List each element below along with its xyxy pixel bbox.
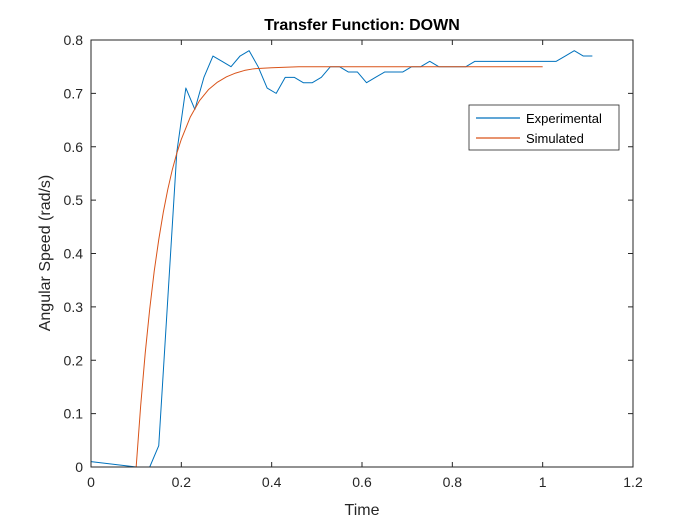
series-line-experimental: [90, 50, 593, 468]
x-tick-label: 0: [87, 474, 95, 490]
y-tick-label: 0.3: [64, 299, 84, 315]
x-tick-label: 0.4: [262, 474, 282, 490]
y-tick-label: 0.6: [64, 139, 84, 155]
legend-label-experimental: Experimental: [526, 111, 602, 126]
series-layer: [90, 50, 593, 468]
y-tick-label: 0: [75, 459, 83, 475]
series-line-simulated: [135, 66, 543, 468]
y-tick-label: 0.8: [64, 32, 84, 48]
legend-label-simulated: Simulated: [526, 131, 584, 146]
y-tick-label: 0.5: [64, 192, 84, 208]
legend: Experimental Simulated: [468, 104, 620, 151]
x-axis-title: Time: [345, 502, 380, 519]
ticks-layer: 0 0.2 0.4 0.6 0.8 1 1.2 0 0.1 0.2 0.3 0.4 0.5 0.6 0.7 0…: [64, 32, 643, 490]
x-tick-label: 0.8: [443, 474, 463, 490]
x-tick-label: 1: [539, 474, 547, 490]
x-tick-label: 1.2: [623, 474, 643, 490]
x-tick-label: 0.2: [172, 474, 192, 490]
plot-area: [91, 40, 633, 467]
legend-box: [468, 104, 620, 151]
chart-title: Transfer Function: DOWN: [264, 17, 460, 34]
y-tick-label: 0.4: [64, 246, 84, 262]
y-tick-label: 0.1: [64, 406, 84, 422]
x-tick-label: 0.6: [352, 474, 372, 490]
y-tick-label: 0.2: [64, 352, 84, 368]
y-axis-title: Angular Speed (rad/s): [37, 175, 54, 332]
y-tick-label: 0.7: [64, 85, 84, 101]
